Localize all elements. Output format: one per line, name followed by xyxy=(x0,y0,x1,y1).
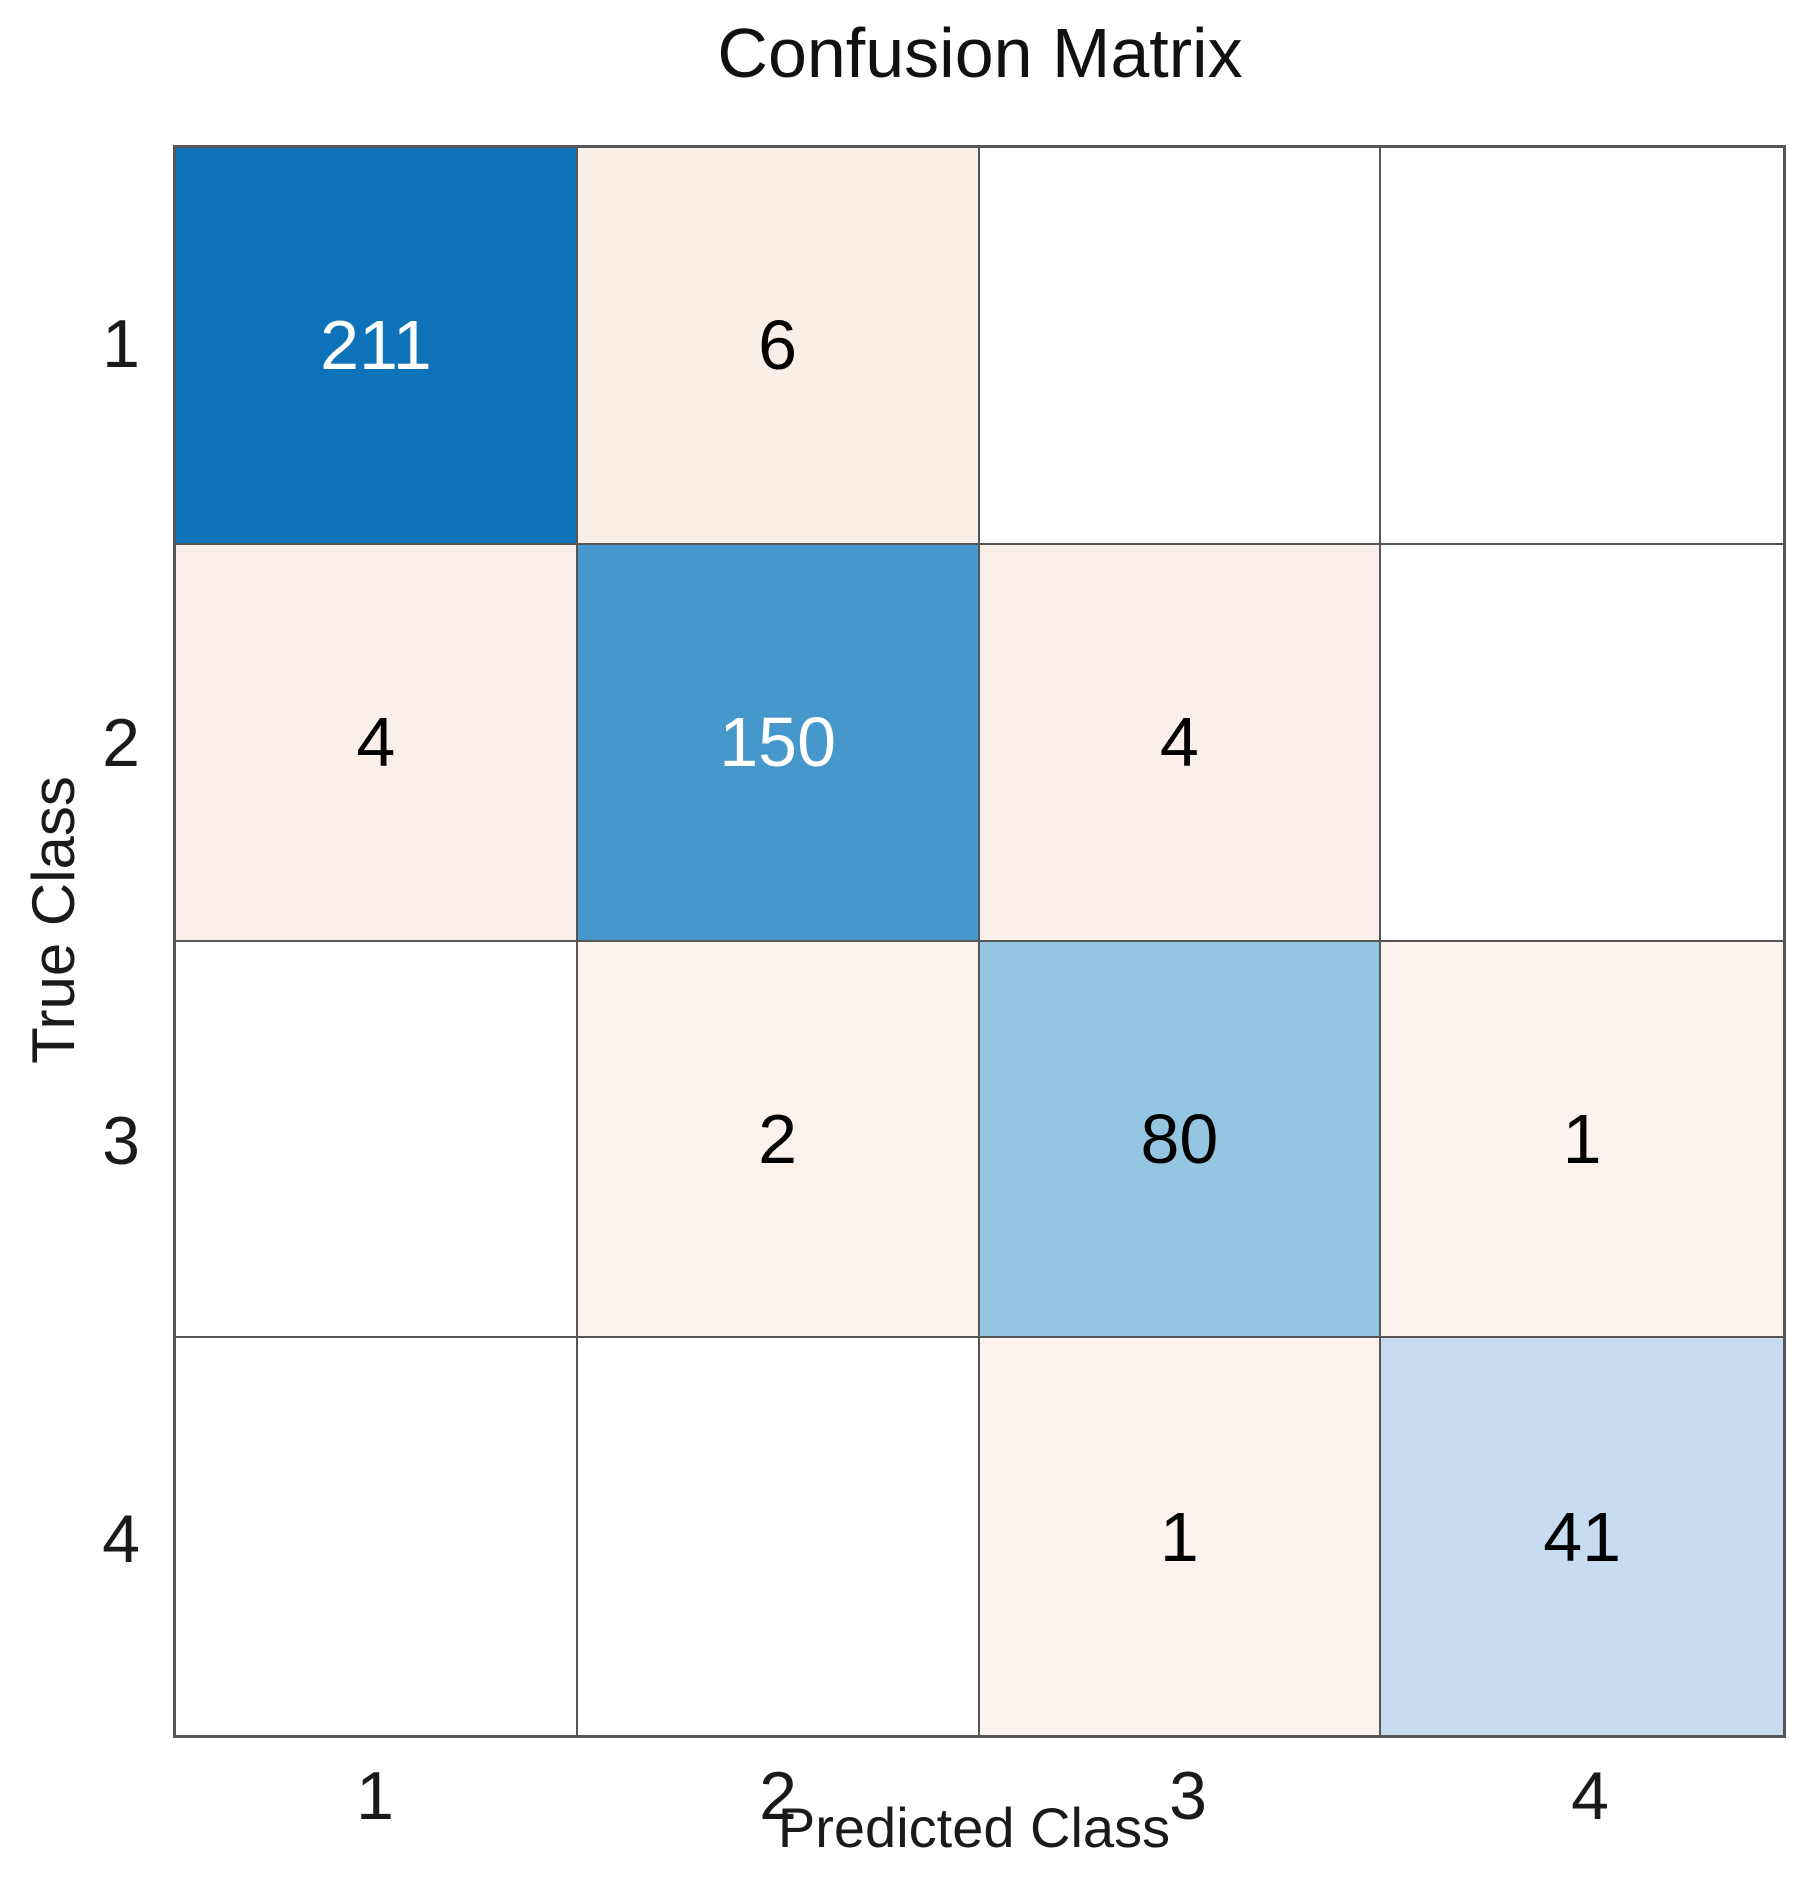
matrix-cell-r4c1 xyxy=(176,1338,578,1735)
matrix-cell-r2c1: 4 xyxy=(176,544,578,942)
x-tick-1: 1 xyxy=(356,1758,394,1834)
cell-value: 150 xyxy=(719,703,837,782)
matrix-cell-r4c2 xyxy=(577,1338,980,1735)
y-tick-2: 2 xyxy=(102,705,140,781)
matrix-cell-r2c2: 150 xyxy=(577,544,980,942)
matrix-cell-r3c1 xyxy=(176,941,578,1339)
cell-value: 2 xyxy=(758,1099,798,1178)
matrix-cell-r1c4 xyxy=(1381,148,1783,545)
cell-value: 1 xyxy=(1159,1497,1199,1576)
chart-title: Confusion Matrix xyxy=(717,14,1243,92)
x-tick-4: 4 xyxy=(1571,1758,1609,1834)
matrix-cell-r3c2: 2 xyxy=(577,941,980,1339)
x-tick-3: 3 xyxy=(1169,1758,1207,1834)
x-axis-label: Predicted Class xyxy=(777,1796,1171,1859)
y-axis-label: True Class xyxy=(20,776,87,1064)
x-tick-2: 2 xyxy=(759,1758,797,1834)
matrix-cell-r3c3: 80 xyxy=(979,941,1382,1339)
cell-value: 4 xyxy=(1159,703,1199,782)
cell-value: 211 xyxy=(320,306,432,385)
matrix-cell-r2c3: 4 xyxy=(979,544,1382,942)
y-tick-3: 3 xyxy=(102,1103,140,1179)
matrix-cell-r4c3: 1 xyxy=(979,1338,1382,1735)
matrix-grid: 211 6 4 150 4 2 80 1 1 41 xyxy=(173,145,1786,1738)
matrix-cell-r1c3 xyxy=(979,148,1382,545)
cell-value: 41 xyxy=(1543,1497,1622,1576)
cell-value: 6 xyxy=(758,306,798,385)
y-tick-1: 1 xyxy=(102,306,140,382)
y-tick-4: 4 xyxy=(102,1501,140,1577)
matrix-cell-r4c4: 41 xyxy=(1381,1338,1783,1735)
matrix-cell-r1c2: 6 xyxy=(577,148,980,545)
cell-value: 4 xyxy=(356,703,396,782)
cell-value: 80 xyxy=(1140,1099,1219,1178)
matrix-cell-r1c1: 211 xyxy=(176,148,578,545)
matrix-cell-r2c4 xyxy=(1381,544,1783,942)
matrix-cell-r3c4: 1 xyxy=(1381,941,1783,1339)
cell-value: 1 xyxy=(1562,1099,1602,1178)
